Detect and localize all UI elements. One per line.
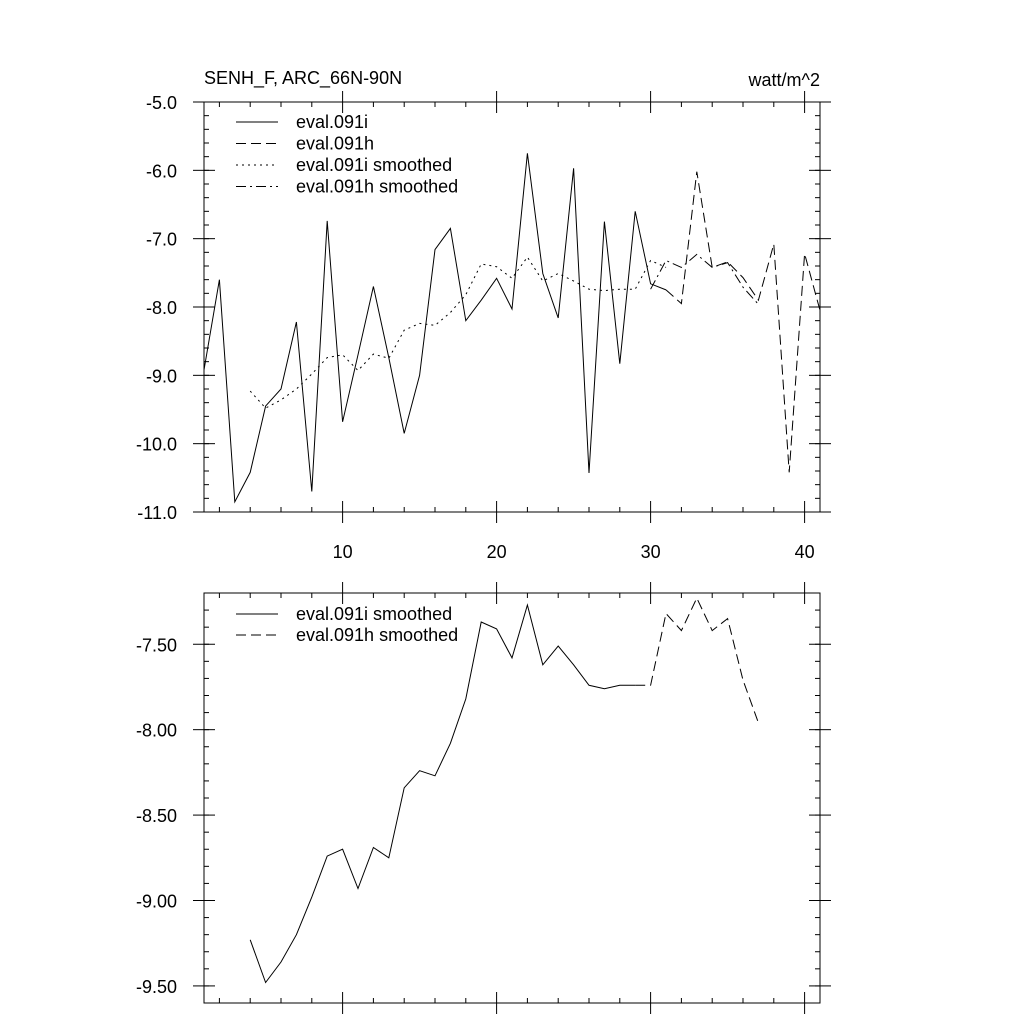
plot-frame: [203, 592, 821, 1004]
y-tick-label: -8.50: [136, 806, 177, 826]
legend-label: eval.091h smoothed: [296, 177, 458, 197]
y-tick-label: -7.50: [136, 635, 177, 655]
series-line-eval-091h-smoothed: [635, 596, 759, 723]
bottom-chart-panel: -7.50 -8.00 -8.50 -9.00 -9.50 eval.091i smoot…: [136, 582, 831, 1014]
legend-label: eval.091i smoothed: [296, 604, 452, 624]
top-chart-panel: 10 20 30 40 -5.0 -6.0 -7.0 -8.0 -9.0 -10.0 -11.0 ev…: [136, 91, 831, 562]
x-tick-label: 10: [333, 542, 353, 562]
units-label: watt/m^2: [748, 70, 820, 90]
legend-label: eval.091i smoothed: [296, 155, 452, 175]
y-tick-label: -6.0: [146, 161, 177, 181]
legend-label: eval.091h: [296, 134, 374, 154]
series-line-eval-091i-smoothed: [249, 256, 667, 409]
x-tick-label: 20: [487, 542, 507, 562]
y-tick-label: -7.0: [146, 230, 177, 250]
x-tick-label: 40: [795, 542, 815, 562]
y-tick-label: -9.0: [146, 366, 177, 386]
legend-label: eval.091h smoothed: [296, 625, 458, 645]
y-tick-label: -5.0: [146, 93, 177, 113]
y-tick-label: -9.00: [136, 892, 177, 912]
series-line-eval-091h: [665, 171, 821, 473]
series-line-eval-091h-smoothed: [650, 253, 759, 305]
legend-label: eval.091i: [296, 112, 368, 132]
series-line-eval-091i: [203, 153, 667, 504]
y-tick-label: -8.00: [136, 721, 177, 741]
y-tick-label: -9.50: [136, 977, 177, 997]
chart-title: SENH_F, ARC_66N-90N: [204, 68, 402, 89]
x-tick-label: 30: [641, 542, 661, 562]
y-tick-label: -8.0: [146, 298, 177, 318]
series-line-eval-091i-smoothed: [249, 603, 636, 984]
y-tick-label: -11.0: [137, 503, 177, 523]
y-tick-label: -10.0: [136, 435, 177, 455]
